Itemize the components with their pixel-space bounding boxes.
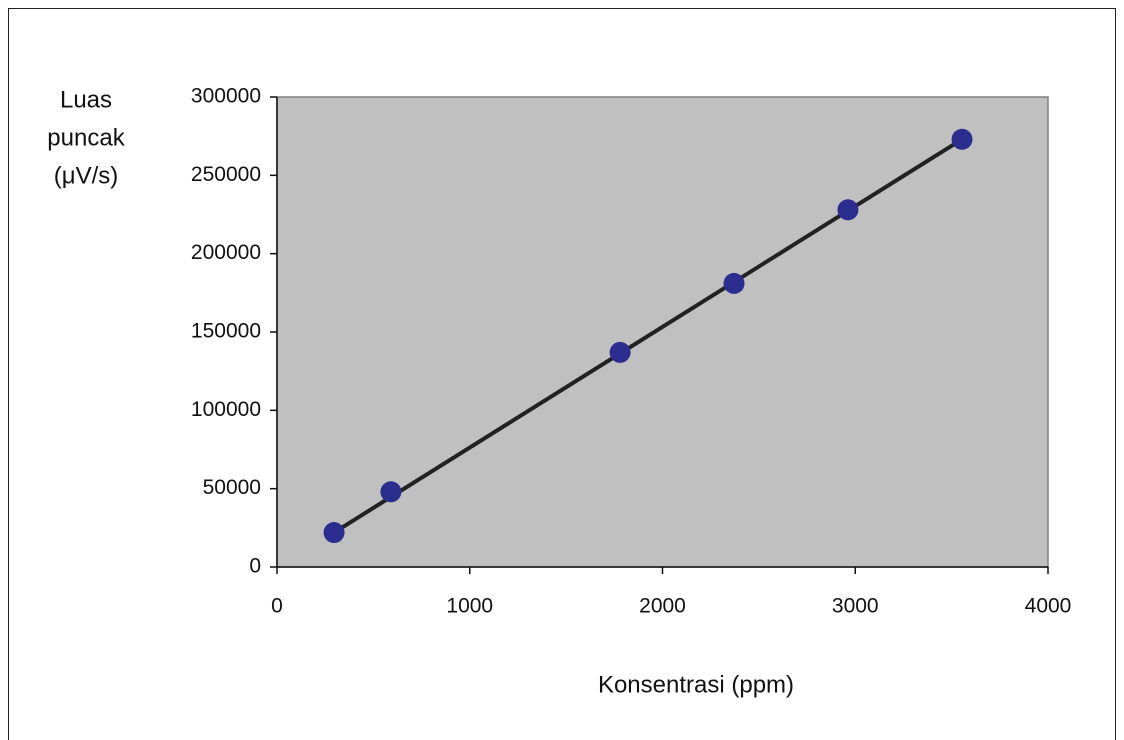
y-tick-label: 200000 [191,241,261,264]
chart: Konsentrasi (ppm) Luas puncak (μV/s) 0 50… [0,0,1124,740]
y-tick-label: 300000 [191,85,261,108]
y-axis-label: Luas [60,86,112,113]
y-tick-label: 150000 [191,320,261,343]
y-axis-label: (μV/s) [54,162,119,189]
data-point [724,273,745,294]
y-axis-label: puncak [47,124,125,151]
data-point [952,129,973,150]
x-tick-label: 0 [271,595,283,618]
y-tick-label: 0 [249,555,261,578]
x-tick-label: 2000 [639,595,686,618]
y-tick-label: 100000 [191,398,261,421]
x-tick-label: 1000 [446,595,493,618]
data-point [837,199,858,220]
y-tick-label: 50000 [203,476,261,499]
x-tick-label: 4000 [1025,595,1072,618]
y-tick-label: 250000 [191,163,261,186]
data-point [610,342,631,363]
x-axis-label: Konsentrasi (ppm) [598,671,794,698]
data-point [324,522,345,543]
x-tick-label: 3000 [832,595,879,618]
data-point [380,481,401,502]
